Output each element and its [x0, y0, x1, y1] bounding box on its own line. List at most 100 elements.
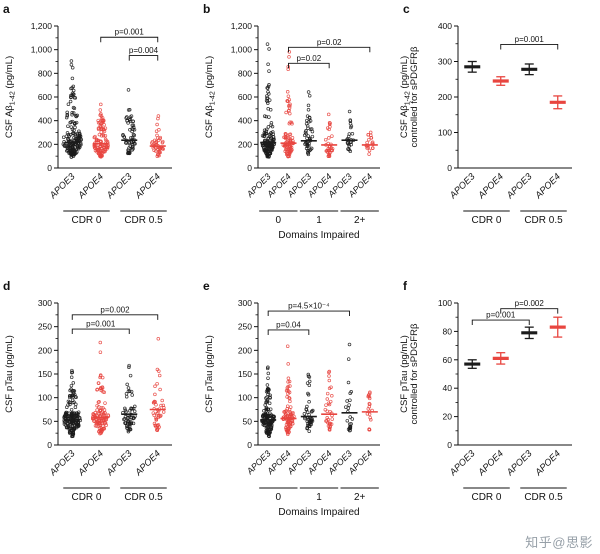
data-point [66, 124, 70, 128]
data-point [266, 62, 270, 67]
group-b-1 [260, 42, 277, 159]
data-point [327, 136, 331, 140]
data-point [129, 114, 134, 118]
data-point [127, 108, 132, 112]
data-point [62, 422, 67, 426]
data-point [126, 386, 131, 390]
data-point [66, 102, 71, 106]
data-point [72, 128, 76, 133]
data-point [128, 373, 133, 378]
p-value-bracket [267, 329, 310, 335]
data-point [66, 424, 71, 429]
group-e-2 [280, 344, 297, 437]
ytick-label: 600 [38, 92, 52, 102]
data-point [268, 151, 272, 156]
data-point [67, 400, 72, 405]
group-f-3 [521, 326, 538, 340]
data-point [308, 147, 313, 152]
data-point [132, 409, 137, 414]
data-point [96, 138, 101, 143]
data-point [265, 414, 270, 419]
data-point [66, 403, 70, 407]
data-point [345, 399, 349, 403]
data-point [92, 135, 97, 140]
data-point [96, 149, 101, 153]
data-point [68, 99, 73, 104]
data-point [71, 381, 76, 385]
data-point [287, 379, 292, 384]
data-point [70, 370, 74, 375]
p-value-bracket [71, 314, 159, 320]
data-point [286, 384, 290, 389]
data-point [65, 131, 70, 135]
group-label: APOE4 [475, 171, 505, 201]
data-point [72, 122, 77, 126]
data-point [131, 144, 135, 149]
ytick-label: 300 [438, 57, 452, 67]
data-point [290, 136, 295, 140]
panel-a: a 0 200 400 600 800 1,000 1,200 CSF Aβ1-42 (pg/m… [3, 2, 172, 226]
data-point [65, 410, 69, 415]
data-point [306, 134, 311, 138]
ytick-label: 600 [238, 92, 252, 102]
data-point [368, 130, 373, 135]
data-point [98, 375, 102, 380]
data-point [327, 402, 332, 407]
data-point [152, 421, 157, 426]
data-point [288, 120, 292, 124]
y-axis-title: CSF pTau (pg/mL) [400, 335, 410, 413]
data-point [66, 137, 70, 141]
data-point [99, 427, 103, 432]
group-label: APOE4 [75, 171, 105, 201]
data-point [77, 131, 81, 135]
data-point [264, 400, 268, 405]
data-point [68, 429, 72, 434]
data-point [282, 410, 286, 414]
data-point [309, 420, 313, 424]
data-point [157, 128, 161, 132]
p-value-label: p=0.001 [515, 35, 545, 44]
data-point [75, 144, 80, 148]
panel-letter: c [403, 2, 410, 16]
data-point [126, 88, 131, 92]
y-axis-title: CSF Aβ1-42 (pg/mL) [400, 56, 412, 138]
data-point [131, 119, 135, 124]
p-value-bracket [500, 44, 559, 50]
data-point [285, 404, 290, 408]
panel-letter: e [203, 279, 210, 293]
data-point [266, 392, 270, 397]
data-point [307, 429, 311, 433]
data-point [370, 146, 375, 151]
p-value-label: p=0.001 [486, 311, 516, 320]
group-e-5 [341, 342, 358, 433]
panel-letter: a [3, 2, 10, 16]
data-point [104, 423, 108, 427]
group-b-2 [280, 50, 297, 159]
ytick-label: 1,200 [231, 21, 253, 31]
data-point [305, 118, 309, 123]
data-point [161, 403, 166, 408]
data-point [131, 123, 136, 127]
data-point [284, 110, 288, 115]
p-value-bracket [288, 62, 330, 69]
data-point [69, 375, 74, 380]
data-point [266, 86, 270, 90]
data-point [150, 140, 155, 144]
data-point [305, 419, 309, 423]
y-axis-title: CSF pTau (pg/mL) [204, 335, 215, 413]
data-point [271, 135, 276, 139]
data-point [287, 50, 292, 54]
data-point [70, 112, 74, 117]
data-point [306, 374, 311, 378]
data-point [284, 428, 289, 432]
span-label: CDR 0.5 [524, 215, 563, 226]
ytick-label: 150 [238, 369, 252, 379]
p-value-bracket [128, 55, 159, 61]
data-point [346, 357, 351, 361]
ytick-label: 100 [438, 128, 452, 138]
data-point [308, 148, 312, 153]
ytick-label: 250 [38, 322, 52, 332]
data-point [98, 373, 103, 377]
data-point [265, 395, 269, 399]
